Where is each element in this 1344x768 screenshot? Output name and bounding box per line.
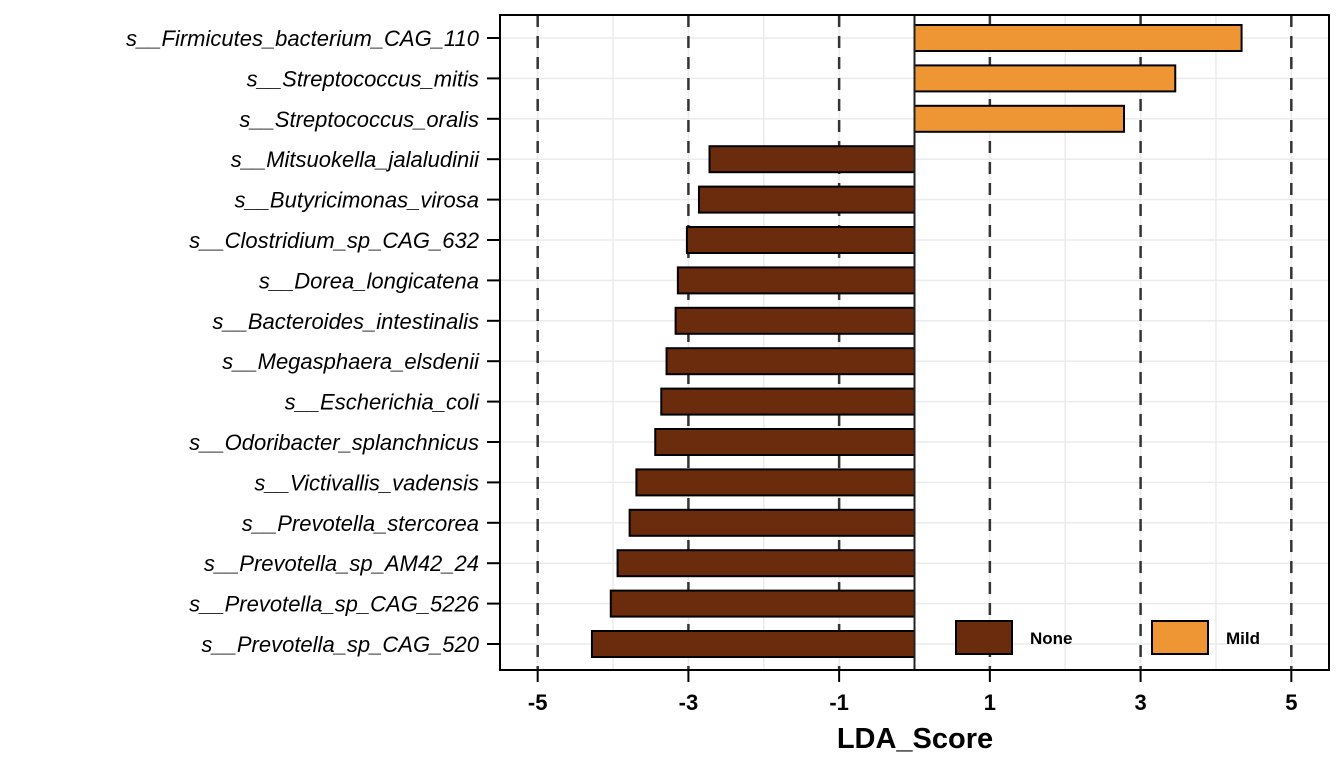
y-tick-label: s__Streptococcus_mitis [247,66,479,91]
bar [628,508,916,537]
bar [913,64,1177,93]
bar [697,185,916,214]
legend-label: None [1030,629,1073,648]
bar [674,306,916,335]
bar [708,145,916,174]
y-tick-label: s__Megasphaera_elsdenii [222,349,480,374]
legend-key [955,620,1013,655]
y-tick-label: s__Bacteroides_intestinalis [212,309,479,334]
legend-label: Mild [1226,629,1260,648]
y-tick-label: s__Odoribacter_splanchnicus [189,430,479,455]
y-tick-label: s__Prevotella_sp_CAG_520 [201,632,479,657]
y-tick-label: s__Streptococcus_oralis [239,107,479,132]
x-tick-label: -1 [829,690,849,715]
x-tick-label: -5 [528,690,548,715]
y-tick-label: s__Butyricimonas_virosa [234,188,479,213]
bar [590,630,916,658]
plot-frame [499,14,1330,671]
bar [616,549,916,578]
bar [913,24,1243,52]
bar [665,347,916,376]
x-tick-label: 3 [1134,690,1146,715]
legend: None Mild [955,620,1260,655]
y-tick-label: s__Prevotella_stercorea [242,511,479,536]
x-axis-title: LDA_Score [837,723,993,755]
bar [609,589,916,618]
bars [590,24,1243,658]
bar [654,428,916,456]
y-tick-label: s__Prevotella_sp_CAG_5226 [189,592,480,617]
x-tick-label: -3 [679,690,699,715]
y-tick-label: s__Victivallis_vadensis [254,470,479,495]
y-tick-label: s__Firmicutes_bacterium_CAG_110 [126,26,480,51]
x-tick-label: 5 [1285,690,1297,715]
bar [685,226,916,254]
bar [913,104,1126,133]
panel-border [499,14,1330,671]
legend-key [1151,620,1209,655]
y-tick-label: s__Mitsuokella_jalaludinii [231,147,480,172]
y-tick-label: s__Clostridium_sp_CAG_632 [189,228,479,253]
y-axis-labels: s__Firmicutes_bacterium_CAG_110 s__Strept… [126,26,500,657]
x-axis-ticks: -5 -3 -1 1 3 5 [528,670,1297,715]
x-tick-label: 1 [984,690,996,715]
bar [660,387,916,416]
y-tick-label: s__Escherichia_coli [285,390,481,415]
y-tick-label: s__Dorea_longicatena [259,268,479,293]
bar [635,468,916,497]
y-tick-label: s__Prevotella_sp_AM42_24 [204,551,479,576]
bar [676,266,916,295]
